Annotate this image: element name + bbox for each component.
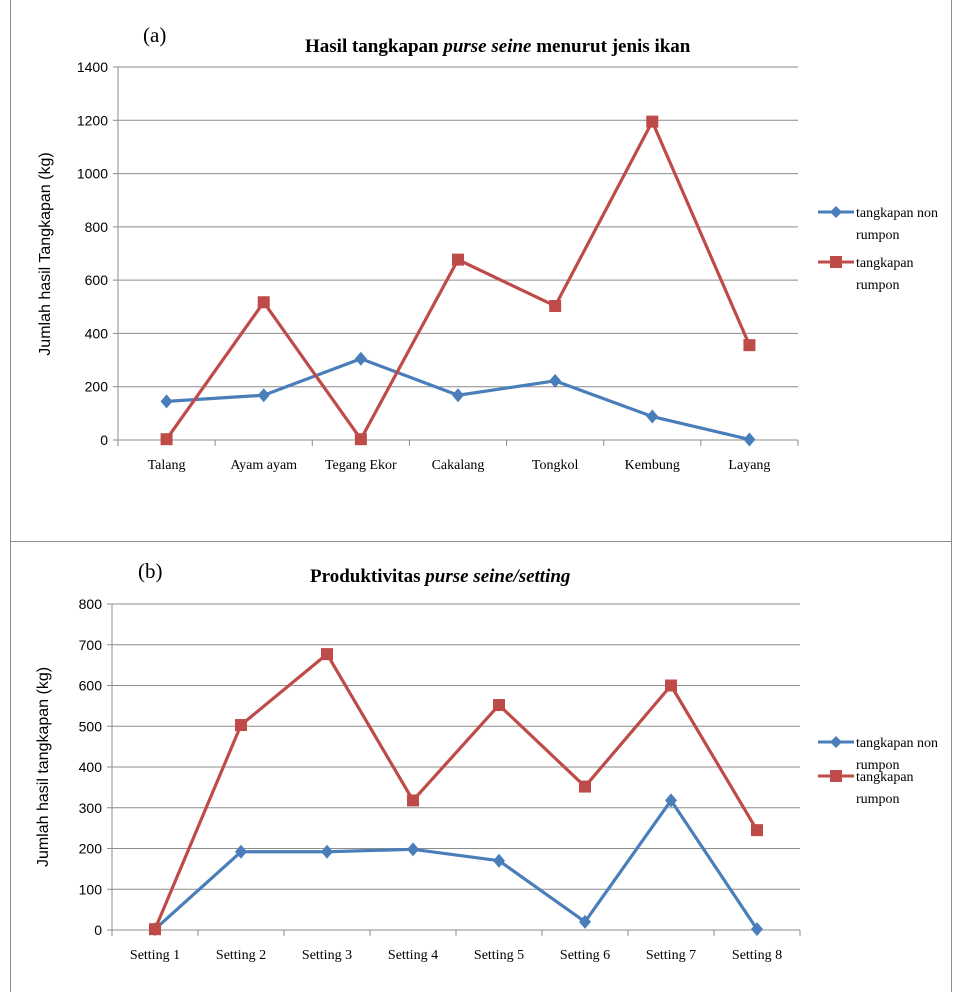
y-tick-label: 0: [100, 432, 108, 448]
legend-label: rumpon: [856, 758, 900, 773]
data-point-diamond: [549, 373, 562, 388]
y-tick-label: 200: [85, 379, 109, 395]
y-tick-label: 700: [79, 637, 103, 653]
x-tick-label: Cakalang: [432, 458, 485, 473]
legend-label: rumpon: [856, 792, 900, 807]
data-point-square: [354, 433, 367, 446]
data-point-diamond: [160, 394, 173, 409]
x-tick-label: Setting 5: [474, 948, 524, 963]
x-tick-label: Tongkol: [532, 458, 579, 473]
legend-label: tangkapan non: [856, 736, 938, 751]
y-axis-label: Jumlah hasil Tangkapan (kg): [37, 152, 54, 355]
data-point-diamond: [354, 351, 367, 366]
data-point-square: [549, 299, 562, 312]
x-tick-label: Setting 1: [130, 948, 180, 963]
chart-title-part: menurut jenis ikan: [531, 36, 690, 57]
data-point-diamond: [751, 922, 763, 937]
x-tick-label: Talang: [148, 458, 186, 473]
data-point-diamond: [257, 388, 270, 403]
data-point-diamond: [665, 793, 677, 808]
data-point-diamond: [235, 844, 247, 859]
legend-label: rumpon: [856, 228, 900, 243]
y-tick-label: 1400: [77, 59, 108, 75]
x-tick-label: Setting 2: [216, 948, 266, 963]
data-point-square: [407, 794, 419, 807]
data-point-diamond: [321, 844, 333, 859]
data-point-square: [646, 115, 659, 128]
x-tick-label: Setting 7: [646, 948, 696, 963]
y-tick-label: 800: [79, 596, 103, 612]
y-tick-label: 500: [79, 718, 103, 734]
y-tick-label: 600: [79, 678, 103, 694]
legend-marker-square: [830, 256, 842, 268]
chart-title: Produktivitas purse seine/setting: [310, 566, 570, 587]
y-tick-label: 200: [79, 841, 103, 857]
chart-title: Hasil tangkapan purse seine menurut jeni…: [305, 36, 691, 57]
data-point-square: [160, 433, 173, 446]
series-line-non-rumpon: [153, 798, 759, 931]
x-tick-label: Tegang Ekor: [325, 458, 397, 473]
data-point-square: [149, 923, 161, 936]
y-axis-label: Jumlah hasil tangkapan (kg): [35, 667, 52, 867]
x-tick-label: Ayam ayam: [230, 458, 297, 473]
chart-title-part: Produktivitas: [310, 566, 425, 587]
y-tick-label: 100: [79, 881, 103, 897]
x-tick-label: Layang: [728, 458, 770, 473]
x-tick-label: Setting 3: [302, 948, 352, 963]
legend-marker-square: [830, 770, 842, 782]
y-tick-label: 800: [85, 219, 109, 235]
x-tick-label: Setting 4: [388, 948, 438, 963]
data-point-diamond: [493, 853, 505, 868]
y-tick-label: 0: [94, 922, 102, 938]
chart-title-part: purse seine/setting: [423, 566, 570, 587]
chart-title-part: Hasil tangkapan: [305, 36, 443, 57]
data-point-diamond: [579, 914, 591, 929]
y-tick-label: 1000: [77, 166, 108, 182]
series-line-rumpon: [153, 652, 759, 930]
data-point-square: [743, 339, 756, 352]
data-point-square: [321, 648, 333, 661]
data-point-square: [751, 824, 763, 837]
data-point-square: [493, 699, 505, 712]
data-point-diamond: [452, 388, 464, 403]
data-point-square: [452, 253, 464, 266]
x-tick-label: Kembung: [625, 458, 680, 473]
legend-label: rumpon: [856, 278, 900, 293]
y-tick-label: 300: [79, 800, 103, 816]
data-point-square: [257, 296, 270, 309]
y-tick-label: 400: [85, 325, 109, 341]
chart-title-part: purse seine: [441, 36, 532, 57]
panel-label: (a): [143, 23, 166, 47]
legend-label: tangkapan: [856, 256, 914, 271]
legend-label: tangkapan: [856, 770, 914, 785]
legend-marker-diamond: [830, 206, 842, 218]
y-tick-label: 600: [85, 272, 109, 288]
data-point-diamond: [646, 409, 659, 424]
data-point-square: [579, 780, 591, 793]
data-point-diamond: [407, 842, 419, 857]
data-point-diamond: [743, 432, 756, 447]
legend-marker-diamond: [830, 736, 842, 748]
data-point-square: [235, 719, 247, 732]
panel-label: (b): [138, 559, 163, 583]
x-tick-label: Setting 8: [732, 948, 782, 963]
data-point-square: [665, 679, 677, 692]
y-tick-label: 400: [79, 759, 103, 775]
y-tick-label: 1200: [77, 112, 108, 128]
legend-label: tangkapan non: [856, 206, 938, 221]
x-tick-label: Setting 6: [560, 948, 610, 963]
